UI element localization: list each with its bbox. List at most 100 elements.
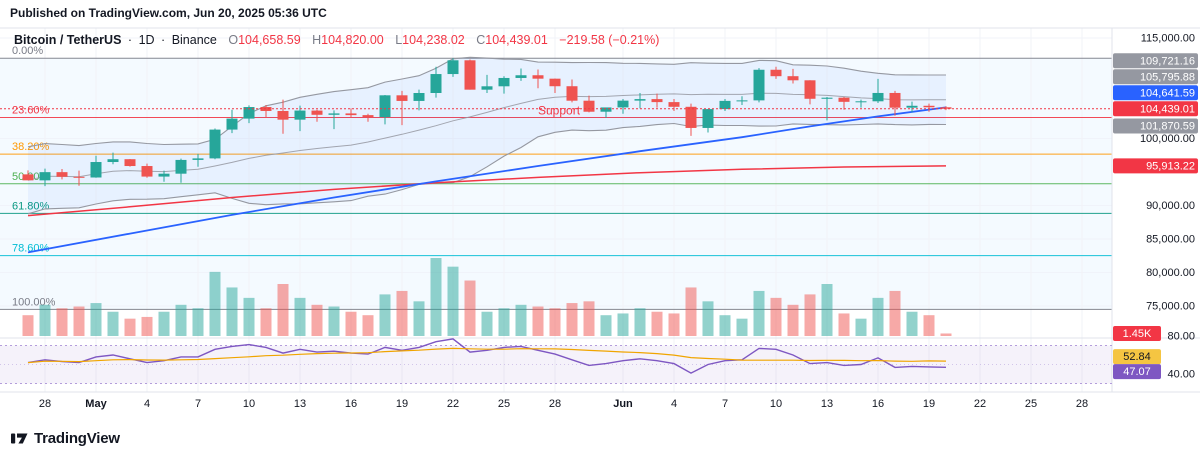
bollinger-lower-band[interactable] bbox=[27, 122, 947, 215]
support-annotation[interactable]: Support bbox=[538, 103, 581, 117]
axis-badge[interactable] bbox=[1113, 349, 1161, 365]
candle[interactable] bbox=[464, 60, 476, 90]
symbol-name[interactable]: Bitcoin / TetherUS bbox=[14, 33, 122, 47]
volume-bar bbox=[22, 315, 34, 336]
price-axis-badge[interactable] bbox=[1113, 158, 1198, 174]
rsi-ma-line[interactable] bbox=[27, 347, 947, 364]
candle[interactable] bbox=[277, 110, 289, 120]
x-axis-label: 16 bbox=[872, 398, 884, 410]
candle[interactable] bbox=[39, 172, 51, 181]
blue-ma-line[interactable] bbox=[27, 106, 947, 254]
candle[interactable] bbox=[22, 174, 34, 181]
volume-bar bbox=[464, 280, 476, 336]
volume-bar bbox=[583, 301, 595, 336]
candle[interactable] bbox=[889, 92, 901, 108]
volume-bar bbox=[787, 304, 799, 336]
price-axis-tick[interactable]: 115,000.00 bbox=[1141, 33, 1195, 45]
candle[interactable] bbox=[311, 110, 323, 115]
price-axis-tick[interactable]: 90,000.00 bbox=[1146, 200, 1195, 212]
rsi-axis-tick[interactable]: 80.00 bbox=[1167, 331, 1195, 343]
tradingview-logo[interactable]: TradingView bbox=[10, 429, 120, 448]
candle[interactable] bbox=[413, 93, 425, 101]
volume-bar bbox=[379, 294, 391, 336]
candle[interactable] bbox=[651, 99, 663, 103]
candle[interactable] bbox=[430, 74, 442, 94]
price-axis-tick[interactable]: 85,000.00 bbox=[1146, 234, 1195, 246]
price-axis-tick[interactable]: 80,000.00 bbox=[1146, 267, 1195, 279]
candle[interactable] bbox=[549, 78, 561, 87]
candle[interactable] bbox=[396, 95, 408, 101]
candle[interactable] bbox=[73, 176, 85, 178]
candle[interactable] bbox=[498, 77, 510, 87]
candle[interactable] bbox=[634, 99, 646, 101]
axis-badge[interactable] bbox=[1113, 325, 1161, 341]
candle[interactable] bbox=[345, 113, 357, 116]
price-axis-badge[interactable] bbox=[1113, 69, 1198, 85]
bollinger-upper-band[interactable] bbox=[27, 56, 946, 148]
x-axis-label: 28 bbox=[1076, 398, 1088, 410]
candle[interactable] bbox=[243, 107, 255, 119]
candle[interactable] bbox=[226, 118, 238, 130]
price-axis-badge-text: 104,641.59 bbox=[1140, 87, 1195, 99]
price-axis-badge[interactable] bbox=[1113, 53, 1198, 69]
candle[interactable] bbox=[56, 172, 68, 177]
candle[interactable] bbox=[685, 106, 697, 128]
red-ma-line[interactable] bbox=[27, 165, 947, 217]
axis-badge[interactable] bbox=[1113, 364, 1161, 380]
candle[interactable] bbox=[515, 75, 527, 78]
candle[interactable] bbox=[362, 115, 374, 118]
candle[interactable] bbox=[124, 159, 136, 167]
candle[interactable] bbox=[328, 113, 340, 115]
candle[interactable] bbox=[872, 92, 884, 102]
candle[interactable] bbox=[753, 69, 765, 101]
candle[interactable] bbox=[175, 159, 187, 174]
candle[interactable] bbox=[940, 107, 952, 109]
candle[interactable] bbox=[719, 100, 731, 110]
volume-bar bbox=[940, 333, 952, 336]
candle[interactable] bbox=[838, 97, 850, 102]
candle[interactable] bbox=[804, 80, 816, 99]
price-axis-badge[interactable] bbox=[1113, 101, 1198, 117]
legend-separator: · bbox=[127, 33, 133, 47]
candle[interactable] bbox=[209, 129, 221, 159]
candle[interactable] bbox=[583, 100, 595, 112]
exchange-label[interactable]: Binance bbox=[171, 33, 217, 47]
candle[interactable] bbox=[379, 95, 391, 118]
candle[interactable] bbox=[294, 110, 306, 120]
candle[interactable] bbox=[821, 97, 833, 99]
candle[interactable] bbox=[736, 100, 748, 102]
interval-label[interactable]: 1D bbox=[138, 33, 155, 47]
candle[interactable] bbox=[192, 158, 204, 160]
candle[interactable] bbox=[855, 101, 867, 103]
candle[interactable] bbox=[566, 86, 578, 101]
candle[interactable] bbox=[617, 100, 629, 108]
price-axis-tick[interactable]: 100,000.00 bbox=[1140, 133, 1195, 145]
rsi-axis-tick[interactable]: 40.00 bbox=[1167, 369, 1195, 381]
price-axis-badge[interactable] bbox=[1113, 118, 1198, 134]
candle[interactable] bbox=[141, 166, 153, 177]
candle[interactable] bbox=[770, 69, 782, 77]
candle[interactable] bbox=[532, 75, 544, 79]
candle[interactable] bbox=[668, 102, 680, 107]
candle[interactable] bbox=[447, 60, 459, 75]
volume-bar bbox=[209, 271, 221, 336]
volume-bar bbox=[243, 297, 255, 336]
change-value: −219.58 (−0.21%) bbox=[559, 33, 660, 47]
candle[interactable] bbox=[600, 107, 612, 112]
volume-bar bbox=[923, 315, 935, 336]
fib-level-label: 23.60% bbox=[12, 104, 50, 116]
candle[interactable] bbox=[107, 159, 119, 163]
x-axis-label: 19 bbox=[923, 398, 935, 410]
price-axis-badge[interactable] bbox=[1113, 85, 1198, 101]
candle[interactable] bbox=[158, 173, 170, 177]
price-axis-tick[interactable]: 75,000.00 bbox=[1146, 301, 1195, 313]
candle[interactable] bbox=[923, 105, 935, 108]
candle[interactable] bbox=[702, 109, 714, 128]
volume-bar bbox=[447, 266, 459, 336]
candle[interactable] bbox=[90, 162, 102, 178]
candle[interactable] bbox=[787, 76, 799, 81]
candle[interactable] bbox=[481, 86, 493, 90]
rsi-line[interactable] bbox=[27, 338, 947, 374]
candle[interactable] bbox=[906, 105, 918, 108]
